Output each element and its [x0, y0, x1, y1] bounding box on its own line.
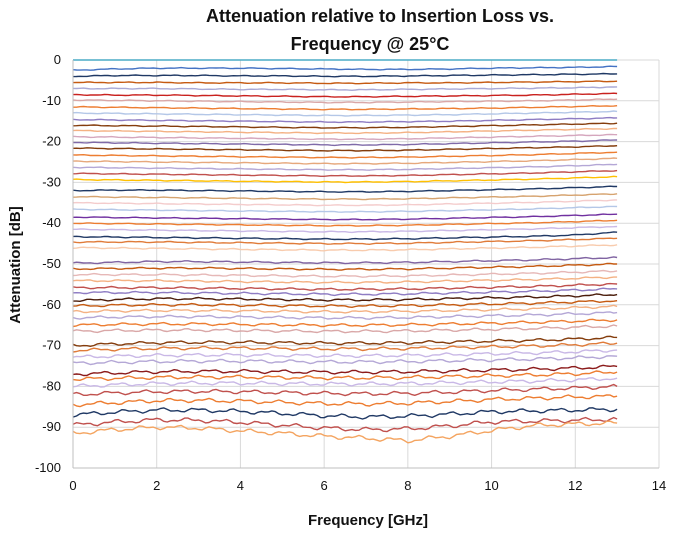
- series-line: [72, 420, 618, 444]
- series-line: [72, 145, 618, 152]
- series-line: [72, 193, 618, 201]
- y-tick-label: -90: [42, 419, 61, 434]
- series-line: [72, 92, 618, 98]
- series-lines: [72, 59, 618, 444]
- series-line: [72, 341, 618, 353]
- y-axis-label: Attenuation [dB]: [7, 206, 24, 323]
- series-line: [72, 157, 618, 165]
- x-tick-label: 10: [484, 478, 498, 493]
- series-line: [72, 269, 618, 278]
- series-line: [72, 355, 618, 366]
- series-line: [72, 349, 618, 359]
- x-tick-label: 8: [404, 478, 411, 493]
- series-line: [72, 416, 618, 433]
- series-line: [72, 364, 618, 377]
- series-line: [72, 370, 618, 381]
- series-line: [72, 407, 618, 420]
- series-line: [72, 244, 618, 252]
- chart-title-line-2: Frequency @ 25°C: [291, 34, 450, 54]
- series-line: [72, 318, 618, 328]
- y-tick-label: -50: [42, 256, 61, 271]
- x-tick-label: 4: [237, 478, 244, 493]
- series-line: [72, 86, 618, 92]
- series-line: [72, 394, 618, 408]
- series-line: [72, 116, 618, 124]
- series-line: [72, 324, 618, 334]
- series-line: [72, 80, 618, 85]
- series-line: [73, 139, 618, 147]
- x-tick-label: 2: [153, 478, 160, 493]
- series-line: [72, 237, 618, 246]
- series-line: [72, 127, 618, 135]
- series-line: [72, 213, 618, 221]
- series-line: [72, 199, 618, 207]
- y-tick-label: -20: [42, 134, 61, 149]
- series-line: [72, 276, 618, 284]
- y-tick-label: -40: [42, 215, 61, 230]
- series-line: [72, 335, 618, 347]
- series-line: [73, 219, 618, 227]
- y-tick-label: -70: [42, 338, 61, 353]
- series-line: [72, 72, 618, 78]
- series-line: [72, 163, 618, 171]
- series-line: [72, 311, 618, 320]
- series-line: [72, 287, 618, 297]
- series-line: [72, 169, 618, 178]
- series-line: [73, 293, 618, 302]
- series-line: [72, 175, 618, 184]
- x-tick-label: 14: [652, 478, 666, 493]
- series-line: [72, 256, 618, 265]
- series-line: [72, 377, 618, 388]
- series-line: [72, 205, 618, 213]
- series-line: [72, 122, 618, 129]
- series-line: [72, 300, 618, 308]
- series-line: [72, 98, 618, 104]
- axes: 0 2 4 6 8 10 12 14 0 -10 -20 -30 -40 -50 -60 -70 -80 -90 -…: [35, 52, 666, 493]
- series-line: [72, 110, 618, 117]
- x-tick-label: 12: [568, 478, 582, 493]
- x-axis-label: Frequency [GHz]: [308, 512, 428, 529]
- series-line: [72, 133, 618, 141]
- series-line: [72, 231, 618, 241]
- series-line: [72, 383, 618, 397]
- y-tick-label: -10: [42, 93, 61, 108]
- series-line: [72, 282, 618, 291]
- y-tick-label: -80: [42, 378, 61, 393]
- y-tick-label: -100: [35, 460, 61, 475]
- series-line: [73, 225, 618, 234]
- series-line: [72, 304, 618, 314]
- series-line: [72, 151, 618, 159]
- y-tick-label: 0: [54, 52, 61, 67]
- series-line: [72, 262, 618, 271]
- series-line: [72, 65, 618, 71]
- series-line: [73, 104, 618, 111]
- x-tick-label: 0: [69, 478, 76, 493]
- y-tick-label: -60: [42, 297, 61, 312]
- chart-title-line-1: Attenuation relative to Insertion Loss v…: [206, 6, 554, 26]
- y-tick-label: -30: [42, 174, 61, 189]
- series-line: [72, 185, 618, 193]
- x-tick-label: 6: [321, 478, 328, 493]
- chart-title: Attenuation relative to Insertion Loss v…: [206, 6, 554, 54]
